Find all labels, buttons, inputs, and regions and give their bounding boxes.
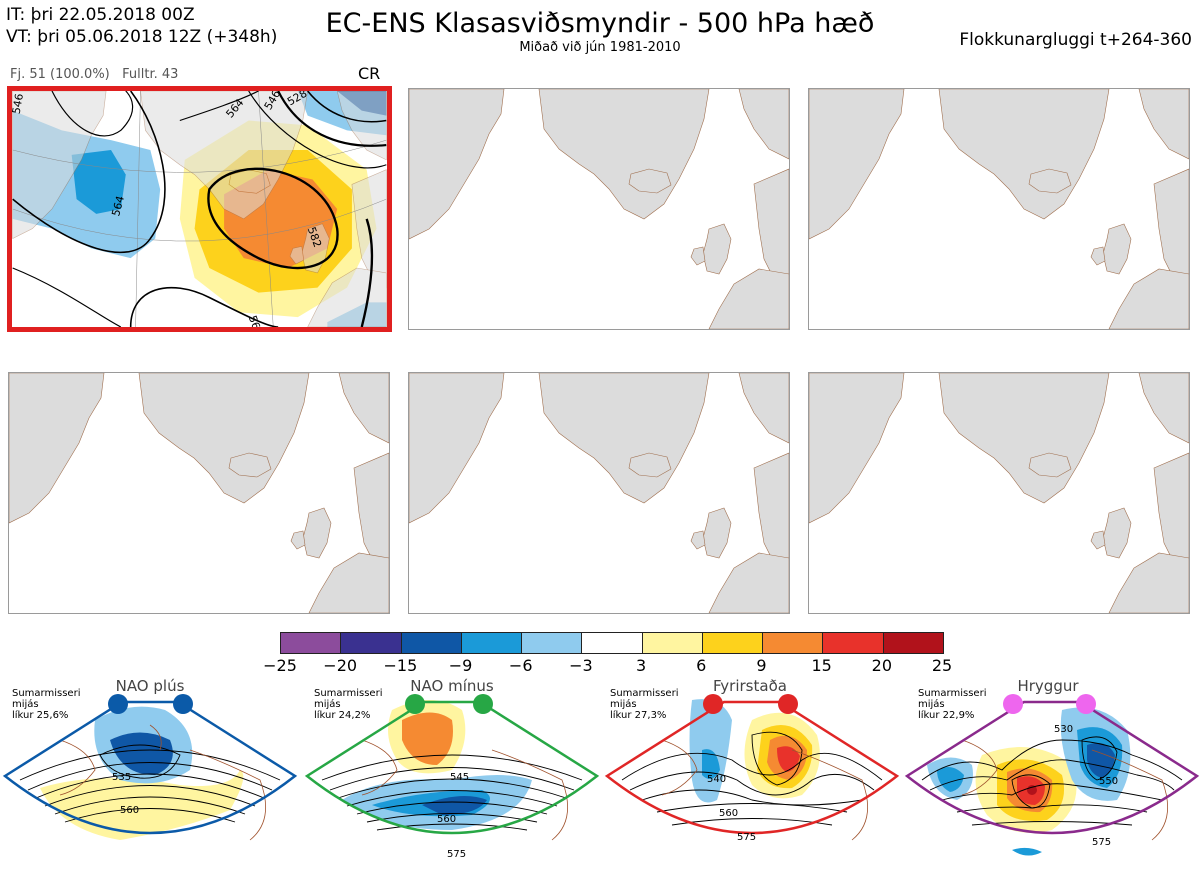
regime-title-nao-plus: NAO plús [115, 677, 185, 695]
regime-label: 535 [112, 772, 131, 783]
regime-title-blocking: Fyrirstaða [713, 677, 787, 695]
contour-label: 546 [12, 92, 26, 115]
regime-note-nao-plus: Sumarmisseri mijás líkur 25,6% [12, 688, 81, 721]
cluster-representative: Fulltr. 43 [122, 67, 179, 82]
regime-dot [173, 694, 193, 714]
colorbar-tick-label: −25 [263, 656, 297, 675]
regime-dot [1076, 694, 1096, 714]
colorbar-tick-label: 6 [696, 656, 707, 675]
colorbar-segment [341, 633, 402, 653]
regime-dot [473, 694, 493, 714]
regime-label: 560 [120, 805, 139, 816]
regime-dot [405, 694, 425, 714]
regime-title-nao-minus: NAO mínus [410, 677, 494, 695]
colorbar-tick-label: −3 [569, 656, 593, 675]
regime-panels: 535 560 545 560 575 [2, 699, 1200, 860]
contour-label: 564 [109, 194, 127, 217]
regime-label: 560 [719, 808, 738, 819]
regime-note-ridge: Sumarmisseri mijás líkur 22,9% [918, 688, 987, 721]
cluster-members: Fj. 51 (100.0%) [10, 67, 110, 82]
regime-blocking: 540 560 575 [604, 699, 900, 843]
colorbar-tick-label: −15 [383, 656, 418, 675]
contour-label: 564 [246, 314, 265, 327]
colorbar-tick-label: −6 [508, 656, 533, 675]
regime-label: 560 [437, 814, 456, 825]
regime-ridge: 530 550 575 [904, 700, 1200, 856]
valid-time: VT: þri 05.06.2018 12Z (+348h) [6, 27, 278, 47]
colorbar [280, 632, 944, 654]
regime-note-nao-minus: Sumarmisseri mijás líkur 24,2% [314, 688, 383, 721]
colorbar-tick-label: 15 [811, 656, 832, 675]
cluster-map-3 [808, 88, 1190, 330]
regime-label: 575 [737, 832, 756, 843]
cluster-map-6 [808, 372, 1190, 614]
cluster-map-4 [8, 372, 390, 614]
classification-window: Flokkunargluggi t+264-360 [959, 30, 1192, 50]
colorbar-tick-label: 3 [635, 656, 647, 675]
colorbar-segment [763, 633, 824, 653]
colorbar-segment [401, 633, 462, 653]
colorbar-segment [642, 633, 703, 653]
cluster-map-5 [408, 372, 790, 614]
regime-dot [703, 694, 723, 714]
cluster-map-1: 564 546 528 564 582 564 546 [7, 86, 392, 332]
page-subtitle: Miðað við jún 1981-2010 [519, 40, 681, 55]
colorbar-tick-label: 9 [756, 656, 767, 675]
regime-label: 575 [447, 849, 466, 860]
header-info: IT: þri 22.05.2018 00Z VT: þri 05.06.201… [6, 4, 277, 48]
colorbar-tick-label: −20 [323, 656, 358, 675]
colorbar-tick-label: −9 [448, 656, 473, 675]
colorbar-segment [522, 633, 583, 653]
regime-dot [108, 694, 128, 714]
page-title: EC-ENS Klasasviðsmyndir - 500 hPa hæð [325, 8, 875, 39]
regime-nao-minus: 545 560 575 [304, 700, 600, 860]
regime-label: 545 [450, 772, 469, 783]
regime-label: 550 [1099, 776, 1118, 787]
regime-label: 540 [707, 774, 726, 785]
regime-dot [1003, 694, 1023, 714]
colorbar-segment [281, 633, 342, 653]
colorbar-segment [461, 633, 523, 653]
colorbar-segment [582, 633, 643, 653]
regime-note-blocking: Sumarmisseri mijás líkur 27,3% [610, 688, 679, 721]
cluster-map-2 [408, 88, 790, 330]
regime-label: 530 [1054, 724, 1073, 735]
regime-label: 575 [1092, 837, 1111, 848]
regime-dot [778, 694, 798, 714]
colorbar-segment [702, 633, 764, 653]
regime-nao-plus: 535 560 [2, 700, 298, 841]
colorbar-tick-label: 20 [871, 656, 892, 675]
colorbar-segment [823, 633, 884, 653]
colorbar-segment [883, 633, 943, 653]
colorbar-tick-label: 25 [931, 656, 953, 675]
initial-time: IT: þri 22.05.2018 00Z [6, 5, 195, 25]
regime-title-ridge: Hryggur [1017, 677, 1079, 695]
cluster-info: Fj. 51 (100.0%) Fulltr. 43 [10, 67, 178, 82]
regime-code: CR [358, 64, 381, 83]
